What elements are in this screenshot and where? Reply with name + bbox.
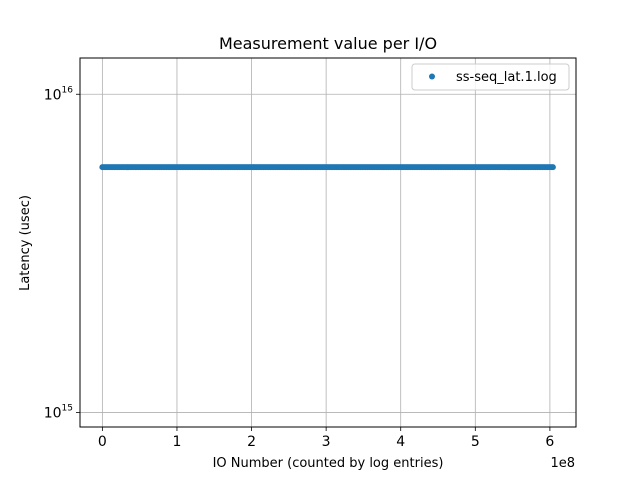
x-tick-label: 1 <box>173 434 182 450</box>
x-tick-label: 4 <box>396 434 405 450</box>
y-tick-base: 10 <box>44 405 62 421</box>
data-point <box>549 164 556 171</box>
x-tick-label: 5 <box>471 434 480 450</box>
x-axis-label: IO Number (counted by log entries) <box>213 456 444 471</box>
grid-lines <box>80 58 576 427</box>
y-axis-label: Latency (usec) <box>18 195 33 291</box>
x-tick-label: 3 <box>322 434 331 450</box>
chart-title: Measurement value per I/O <box>219 34 437 53</box>
y-tick-exponent: 16 <box>62 85 74 95</box>
x-tick-label: 0 <box>98 434 107 450</box>
legend-box <box>411 63 570 91</box>
x-tick-label: 6 <box>545 434 554 450</box>
series-points <box>99 164 556 171</box>
legend-label: ss-seq_lat.1.log <box>456 70 557 85</box>
axes-frame <box>79 57 577 428</box>
y-tick-base: 10 <box>44 87 62 103</box>
x-axis-offset-label: 1e8 <box>550 456 575 471</box>
y-tick-label: 1016 <box>44 85 74 103</box>
legend: ss-seq_lat.1.log <box>411 63 570 91</box>
y-tick-exponent: 15 <box>62 403 73 413</box>
legend-marker <box>429 73 435 80</box>
x-tick-label: 2 <box>247 434 256 450</box>
y-tick-label: 1015 <box>44 403 73 421</box>
x-axis-ticks: 0 1 2 3 4 5 6 <box>98 427 554 450</box>
